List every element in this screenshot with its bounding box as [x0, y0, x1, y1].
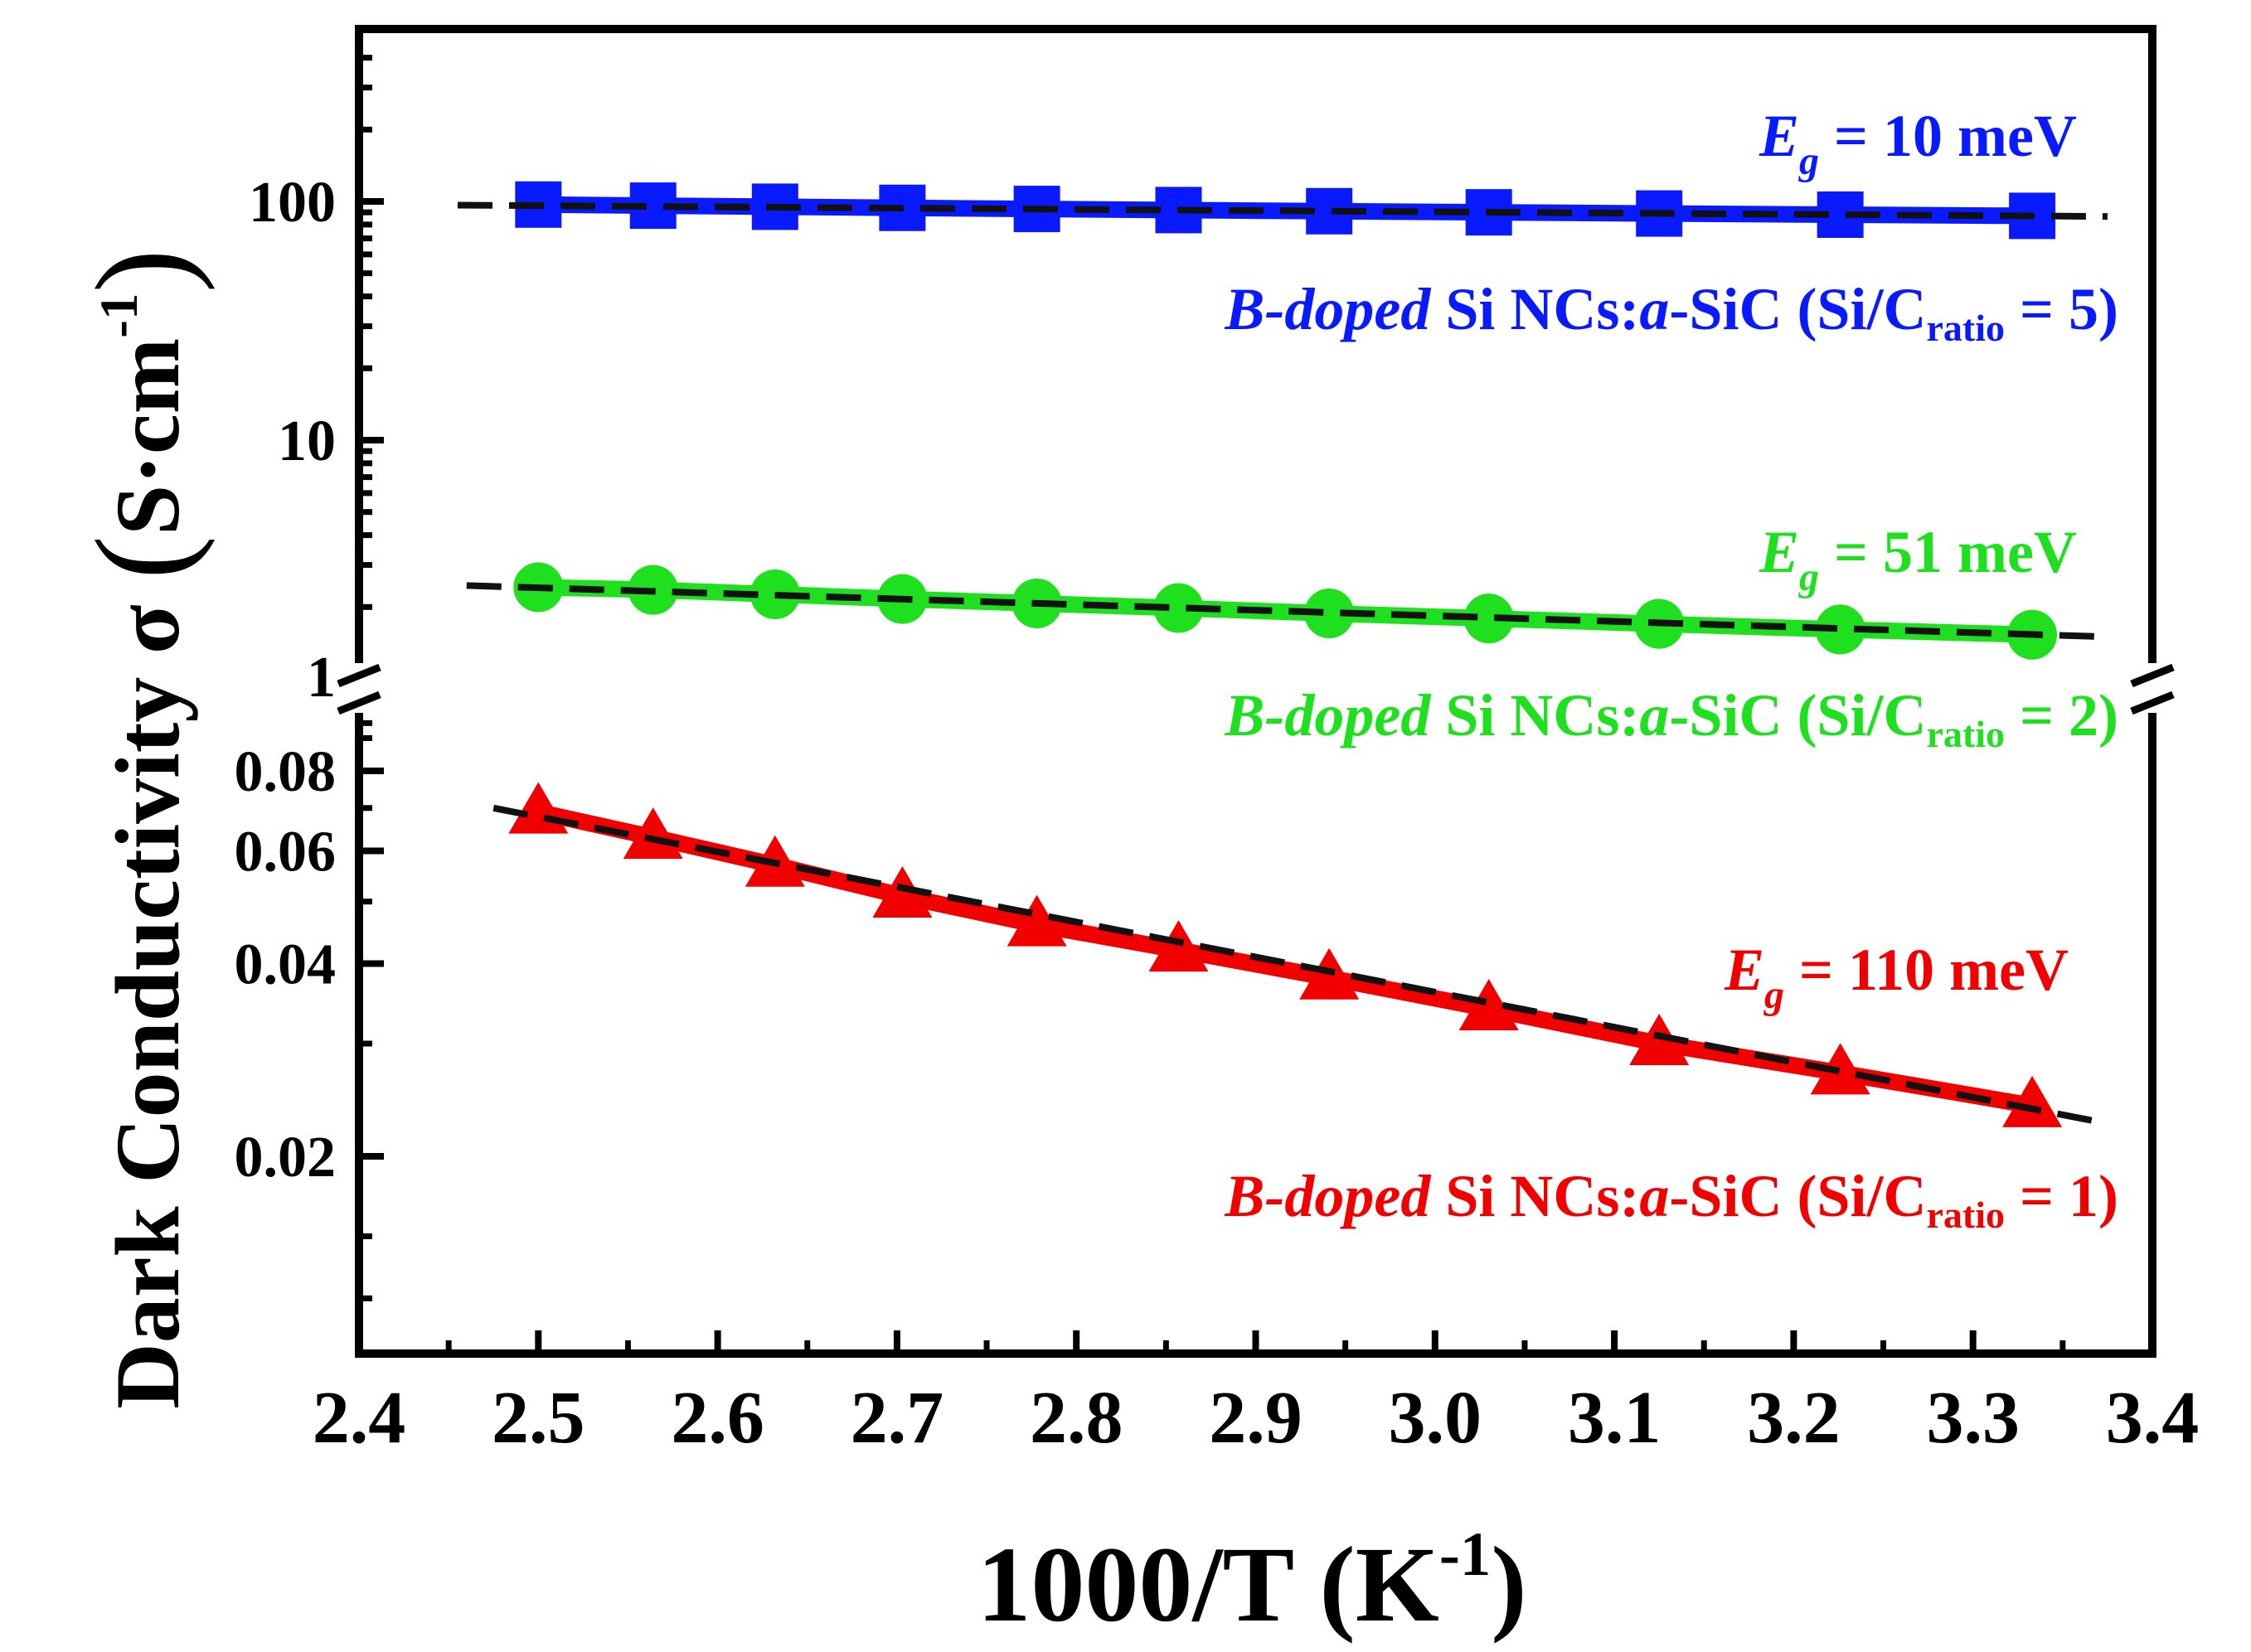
eg-label-blue: Eg = 10 meV [1759, 103, 2077, 183]
x-tick-label: 2.7 [851, 1377, 944, 1459]
data-point-circle [1815, 604, 1865, 655]
x-tick-label: 2.5 [492, 1377, 585, 1459]
annotation-blue: Eg = 10 meV B-doped Si NCs:a-SiC (Si/Cra… [1224, 103, 2118, 349]
data-point-triangle [1148, 920, 1209, 972]
data-point-circle [1463, 593, 1514, 644]
x-axis-title: 1000/T (K-1) [977, 1520, 1526, 1645]
data-point-triangle [1810, 1043, 1870, 1095]
data-point-triangle [1458, 979, 1519, 1031]
x-tick-label: 2.8 [1030, 1377, 1123, 1459]
y-tick-label: 0.08 [235, 740, 337, 804]
data-point-triangle [1629, 1013, 1690, 1065]
data-point-triangle [2002, 1075, 2063, 1127]
x-tick-label: 3.0 [1389, 1377, 1482, 1459]
x-tick-label: 2.6 [671, 1377, 764, 1459]
legend-label-red: B-doped Si NCs:a-SiC (Si/Cratio = 1) [1224, 1163, 2118, 1236]
axis-ticks [356, 55, 2156, 1354]
y-tick-label: 100 [249, 171, 336, 235]
fit-line-1 [466, 582, 2108, 641]
data-point-triangle [1007, 894, 1067, 947]
data-point-triangle [508, 782, 569, 834]
data-point-circle [1304, 589, 1355, 639]
fit-line-0 [457, 201, 2108, 220]
data-point-triangle [872, 866, 933, 918]
x-tick-label: 3.3 [1926, 1377, 2020, 1459]
y-tick-label: 0.06 [235, 820, 337, 884]
y-tick-label: 0.02 [235, 1126, 337, 1189]
legend-label-green: B-doped Si NCs:a-SiC (Si/Cratio = 2) [1224, 682, 2118, 755]
x-tick-label: 2.4 [313, 1377, 406, 1459]
eg-label-green: Eg = 51 meV [1759, 519, 2077, 599]
y-axis-title: Dark Conductivity σ(S·cm-1) [68, 249, 216, 1409]
x-tick-label: 2.9 [1209, 1377, 1303, 1459]
annotation-red: Eg = 110 meV B-doped Si NCs:a-SiC (Si/Cr… [1224, 937, 2118, 1236]
x-tick-label: 3.1 [1568, 1377, 1662, 1459]
annotation-green: Eg = 51 meV B-doped Si NCs:a-SiC (Si/Cra… [1224, 519, 2118, 755]
axis-break-right [2130, 663, 2175, 715]
fit-line-2 [492, 804, 2108, 1127]
y-tick-label: 1 [307, 646, 336, 710]
axis-break-left [337, 663, 381, 715]
x-tick-label: 3.4 [2106, 1377, 2200, 1459]
x-tick-labels: 2.4 2.5 2.6 2.7 2.8 2.9 3.0 3.1 3.2 3.3 3.4 [313, 1377, 2200, 1459]
y-tick-label: 10 [278, 409, 336, 473]
y-tick-labels: 100 10 1 0.08 0.06 0.04 0.02 [235, 171, 337, 1189]
data-point-circle [1153, 583, 1204, 633]
legend-label-blue: B-doped Si NCs:a-SiC (Si/Cratio = 5) [1224, 276, 2118, 349]
y-tick-label: 0.04 [235, 933, 337, 997]
data-point-triangle [623, 807, 683, 860]
eg-label-red: Eg = 110 meV [1724, 937, 2069, 1017]
x-tick-label: 3.2 [1747, 1377, 1841, 1459]
